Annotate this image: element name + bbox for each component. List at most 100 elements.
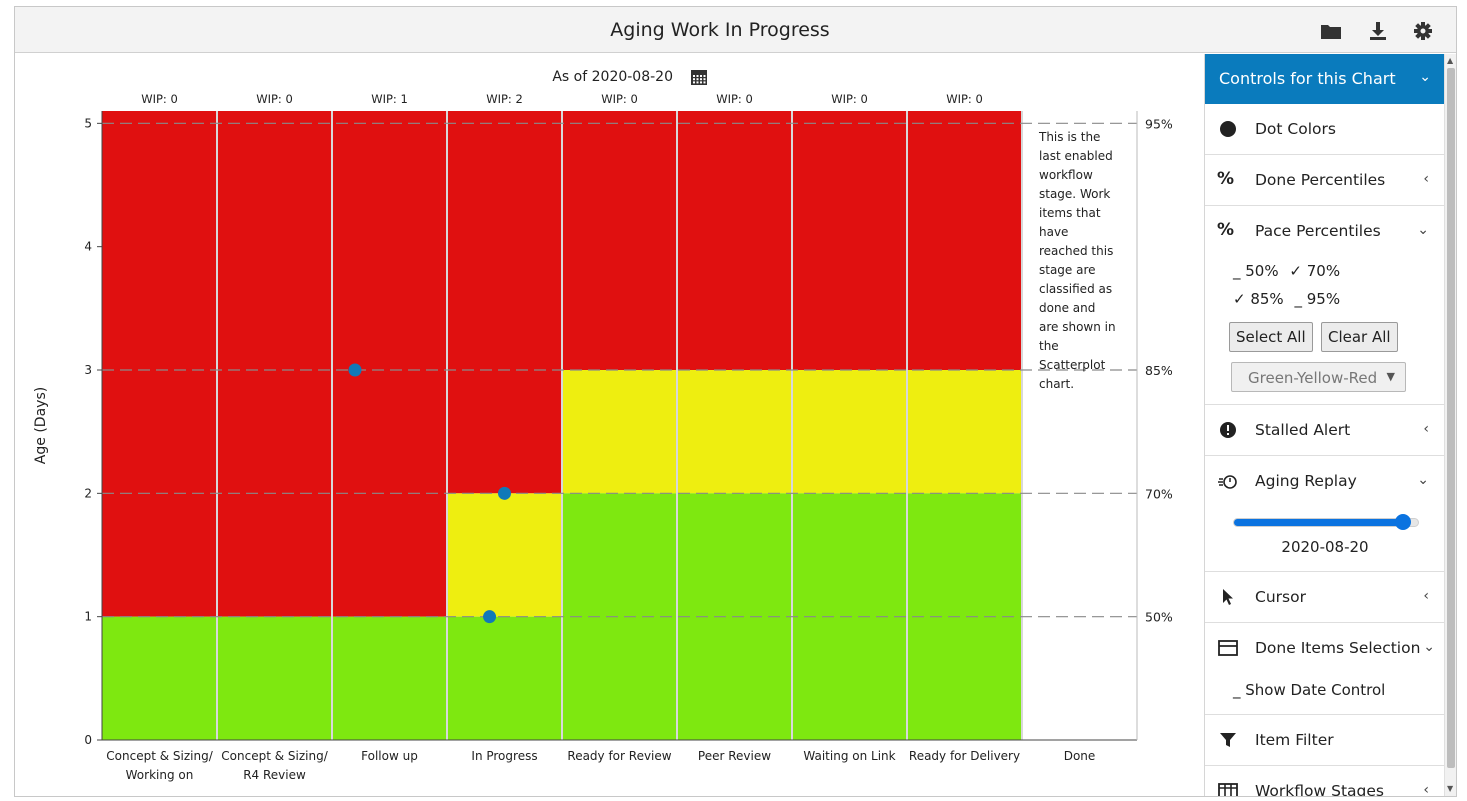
chevron-down-icon: ⌄ bbox=[1419, 69, 1431, 85]
done-note-line: stage are bbox=[1039, 263, 1096, 277]
workflow-stages-label: Workflow Stages bbox=[1255, 782, 1384, 796]
pace-percentiles-toggle[interactable]: % Pace Percentiles ⌄ bbox=[1205, 206, 1444, 256]
section-workflow-stages: Workflow Stages ‹ bbox=[1205, 766, 1444, 796]
clear-all-button[interactable]: Clear All bbox=[1321, 322, 1398, 352]
chart-area: 50% 70% 85% 95% 0 1 2 3 4 5 Age (Days) WIP: 0 WIP: 0… bbox=[15, 54, 1203, 796]
done-note-line: classified as bbox=[1039, 282, 1112, 296]
category-label: In Progress bbox=[471, 749, 537, 763]
replay-slider-thumb[interactable] bbox=[1395, 514, 1412, 530]
section-done-items-selection: Done Items Selection ⌄ _ Show Date Contr… bbox=[1205, 623, 1444, 715]
category-label: Follow up bbox=[361, 749, 418, 763]
band-red-4 bbox=[562, 111, 677, 370]
category-label: Ready for Review bbox=[567, 749, 671, 763]
category-label: Working on bbox=[126, 768, 194, 782]
section-cursor: Cursor ‹ bbox=[1205, 572, 1444, 623]
select-all-button[interactable]: Select All bbox=[1229, 322, 1313, 352]
item-filter-label: Item Filter bbox=[1255, 731, 1334, 749]
done-percentiles-toggle[interactable]: % Done Percentiles ‹ bbox=[1205, 155, 1444, 205]
band-green-3 bbox=[447, 616, 562, 740]
folder-icon[interactable] bbox=[1320, 21, 1342, 41]
chevron-left-icon: ‹ bbox=[1423, 171, 1429, 187]
gear-icon[interactable] bbox=[1412, 21, 1434, 41]
scroll-up-icon[interactable]: ▲ bbox=[1447, 56, 1454, 65]
scrollbar-thumb[interactable] bbox=[1447, 68, 1455, 768]
show-date-control-checkbox[interactable]: _ Show Date Control bbox=[1233, 681, 1386, 699]
filter-icon bbox=[1217, 729, 1239, 751]
window-icon bbox=[1217, 637, 1239, 659]
chevron-left-icon: ‹ bbox=[1423, 421, 1429, 437]
band-red-7 bbox=[907, 111, 1022, 370]
pace-percentiles-label: Pace Percentiles bbox=[1255, 222, 1381, 240]
wip-label: WIP: 1 bbox=[371, 92, 408, 106]
section-pace-percentiles: % Pace Percentiles ⌄ _ 50% ✓ 70% ✓ 85% _… bbox=[1205, 206, 1444, 405]
pace-70-checkbox[interactable]: ✓ 70% bbox=[1289, 262, 1341, 280]
work-item-dot[interactable] bbox=[348, 363, 362, 377]
done-percentiles-label: Done Percentiles bbox=[1255, 171, 1386, 189]
done-note-line: reached this bbox=[1039, 244, 1113, 258]
controls-header[interactable]: Controls for this Chart ⌄ bbox=[1205, 54, 1444, 104]
band-red-3 bbox=[447, 111, 562, 494]
replay-slider[interactable] bbox=[1233, 514, 1419, 530]
section-dot-colors: Dot Colors bbox=[1205, 104, 1444, 155]
section-stalled-alert: Stalled Alert ‹ bbox=[1205, 405, 1444, 456]
scroll-down-icon[interactable]: ▼ bbox=[1447, 784, 1454, 793]
aging-replay-label: Aging Replay bbox=[1255, 472, 1357, 490]
chevron-down-icon: ⌄ bbox=[1417, 222, 1429, 238]
chevron-down-icon: ⌄ bbox=[1417, 472, 1429, 488]
color-scheme-select[interactable]: Green-Yellow-Red ▼ bbox=[1231, 362, 1406, 392]
panel-scrollbar[interactable]: ▲ ▼ bbox=[1444, 54, 1456, 796]
category-label: Done bbox=[1064, 749, 1096, 763]
replay-slider-fill bbox=[1234, 519, 1404, 526]
category-label: R4 Review bbox=[243, 768, 306, 782]
category-label: Peer Review bbox=[698, 749, 771, 763]
caret-down-icon: ▼ bbox=[1386, 370, 1395, 383]
pace-95-checkbox[interactable]: _ 95% bbox=[1294, 290, 1341, 308]
category-label: Waiting on Link bbox=[803, 749, 895, 763]
band-green-2 bbox=[332, 616, 447, 740]
pace-85-checkbox[interactable]: ✓ 85% bbox=[1233, 290, 1284, 308]
cursor-arrow-icon bbox=[1217, 586, 1239, 608]
stalled-alert-label: Stalled Alert bbox=[1255, 421, 1351, 439]
y-axis-label: Age (Days) bbox=[33, 387, 49, 464]
category-label: Concept & Sizing/ bbox=[106, 749, 213, 763]
band-red-2 bbox=[332, 111, 447, 617]
band-red-0 bbox=[102, 111, 217, 617]
wip-label: WIP: 0 bbox=[716, 92, 753, 106]
controls-panel: Controls for this Chart ⌄ Dot Colors % D… bbox=[1204, 54, 1444, 796]
wip-label: WIP: 0 bbox=[601, 92, 638, 106]
done-items-selection-label: Done Items Selection bbox=[1255, 639, 1421, 657]
workflow-stages-toggle[interactable]: Workflow Stages ‹ bbox=[1205, 766, 1444, 796]
pace-50-checkbox[interactable]: _ 50% bbox=[1233, 262, 1279, 280]
wip-label: WIP: 0 bbox=[141, 92, 178, 106]
done-items-selection-toggle[interactable]: Done Items Selection ⌄ bbox=[1205, 623, 1444, 673]
y-tick-label: 1 bbox=[84, 610, 92, 624]
work-item-dot[interactable] bbox=[483, 610, 497, 624]
wip-label: WIP: 0 bbox=[946, 92, 983, 106]
replay-timer-icon bbox=[1217, 470, 1239, 492]
as-of-label: As of 2020-08-20 bbox=[552, 69, 673, 85]
band-yellow-7 bbox=[907, 370, 1022, 494]
wip-label: WIP: 2 bbox=[486, 92, 523, 106]
percentile-label: 50% bbox=[1145, 610, 1173, 625]
done-note-line: chart. bbox=[1039, 377, 1074, 391]
cursor-toggle[interactable]: Cursor ‹ bbox=[1205, 572, 1444, 622]
band-yellow-5 bbox=[677, 370, 792, 494]
stalled-alert-toggle[interactable]: Stalled Alert ‹ bbox=[1205, 405, 1444, 455]
done-note-line: items that bbox=[1039, 206, 1101, 220]
y-tick-label: 3 bbox=[84, 363, 92, 377]
aging-chart: 50% 70% 85% 95% 0 1 2 3 4 5 Age (Days) WIP: 0 WIP: 0… bbox=[33, 69, 1173, 782]
work-item-dot[interactable] bbox=[498, 486, 511, 500]
section-item-filter: Item Filter bbox=[1205, 715, 1444, 766]
chart-window: Aging Work In Progress 50% 70% 85% 95% 0 1 2 3 4… bbox=[14, 6, 1457, 797]
dot-colors-toggle[interactable]: Dot Colors bbox=[1205, 104, 1444, 154]
controls-header-label: Controls for this Chart bbox=[1219, 69, 1396, 88]
pace-buttons: Select All Clear All bbox=[1205, 322, 1444, 352]
aging-replay-toggle[interactable]: Aging Replay ⌄ bbox=[1205, 456, 1444, 506]
calendar-icon[interactable] bbox=[691, 70, 707, 85]
download-icon[interactable] bbox=[1367, 21, 1389, 41]
band-green-0 bbox=[102, 616, 217, 740]
replay-date: 2020-08-20 bbox=[1281, 538, 1369, 556]
y-tick-label: 4 bbox=[84, 240, 92, 254]
item-filter-toggle[interactable]: Item Filter bbox=[1205, 715, 1444, 765]
title-bar: Aging Work In Progress bbox=[15, 7, 1456, 53]
